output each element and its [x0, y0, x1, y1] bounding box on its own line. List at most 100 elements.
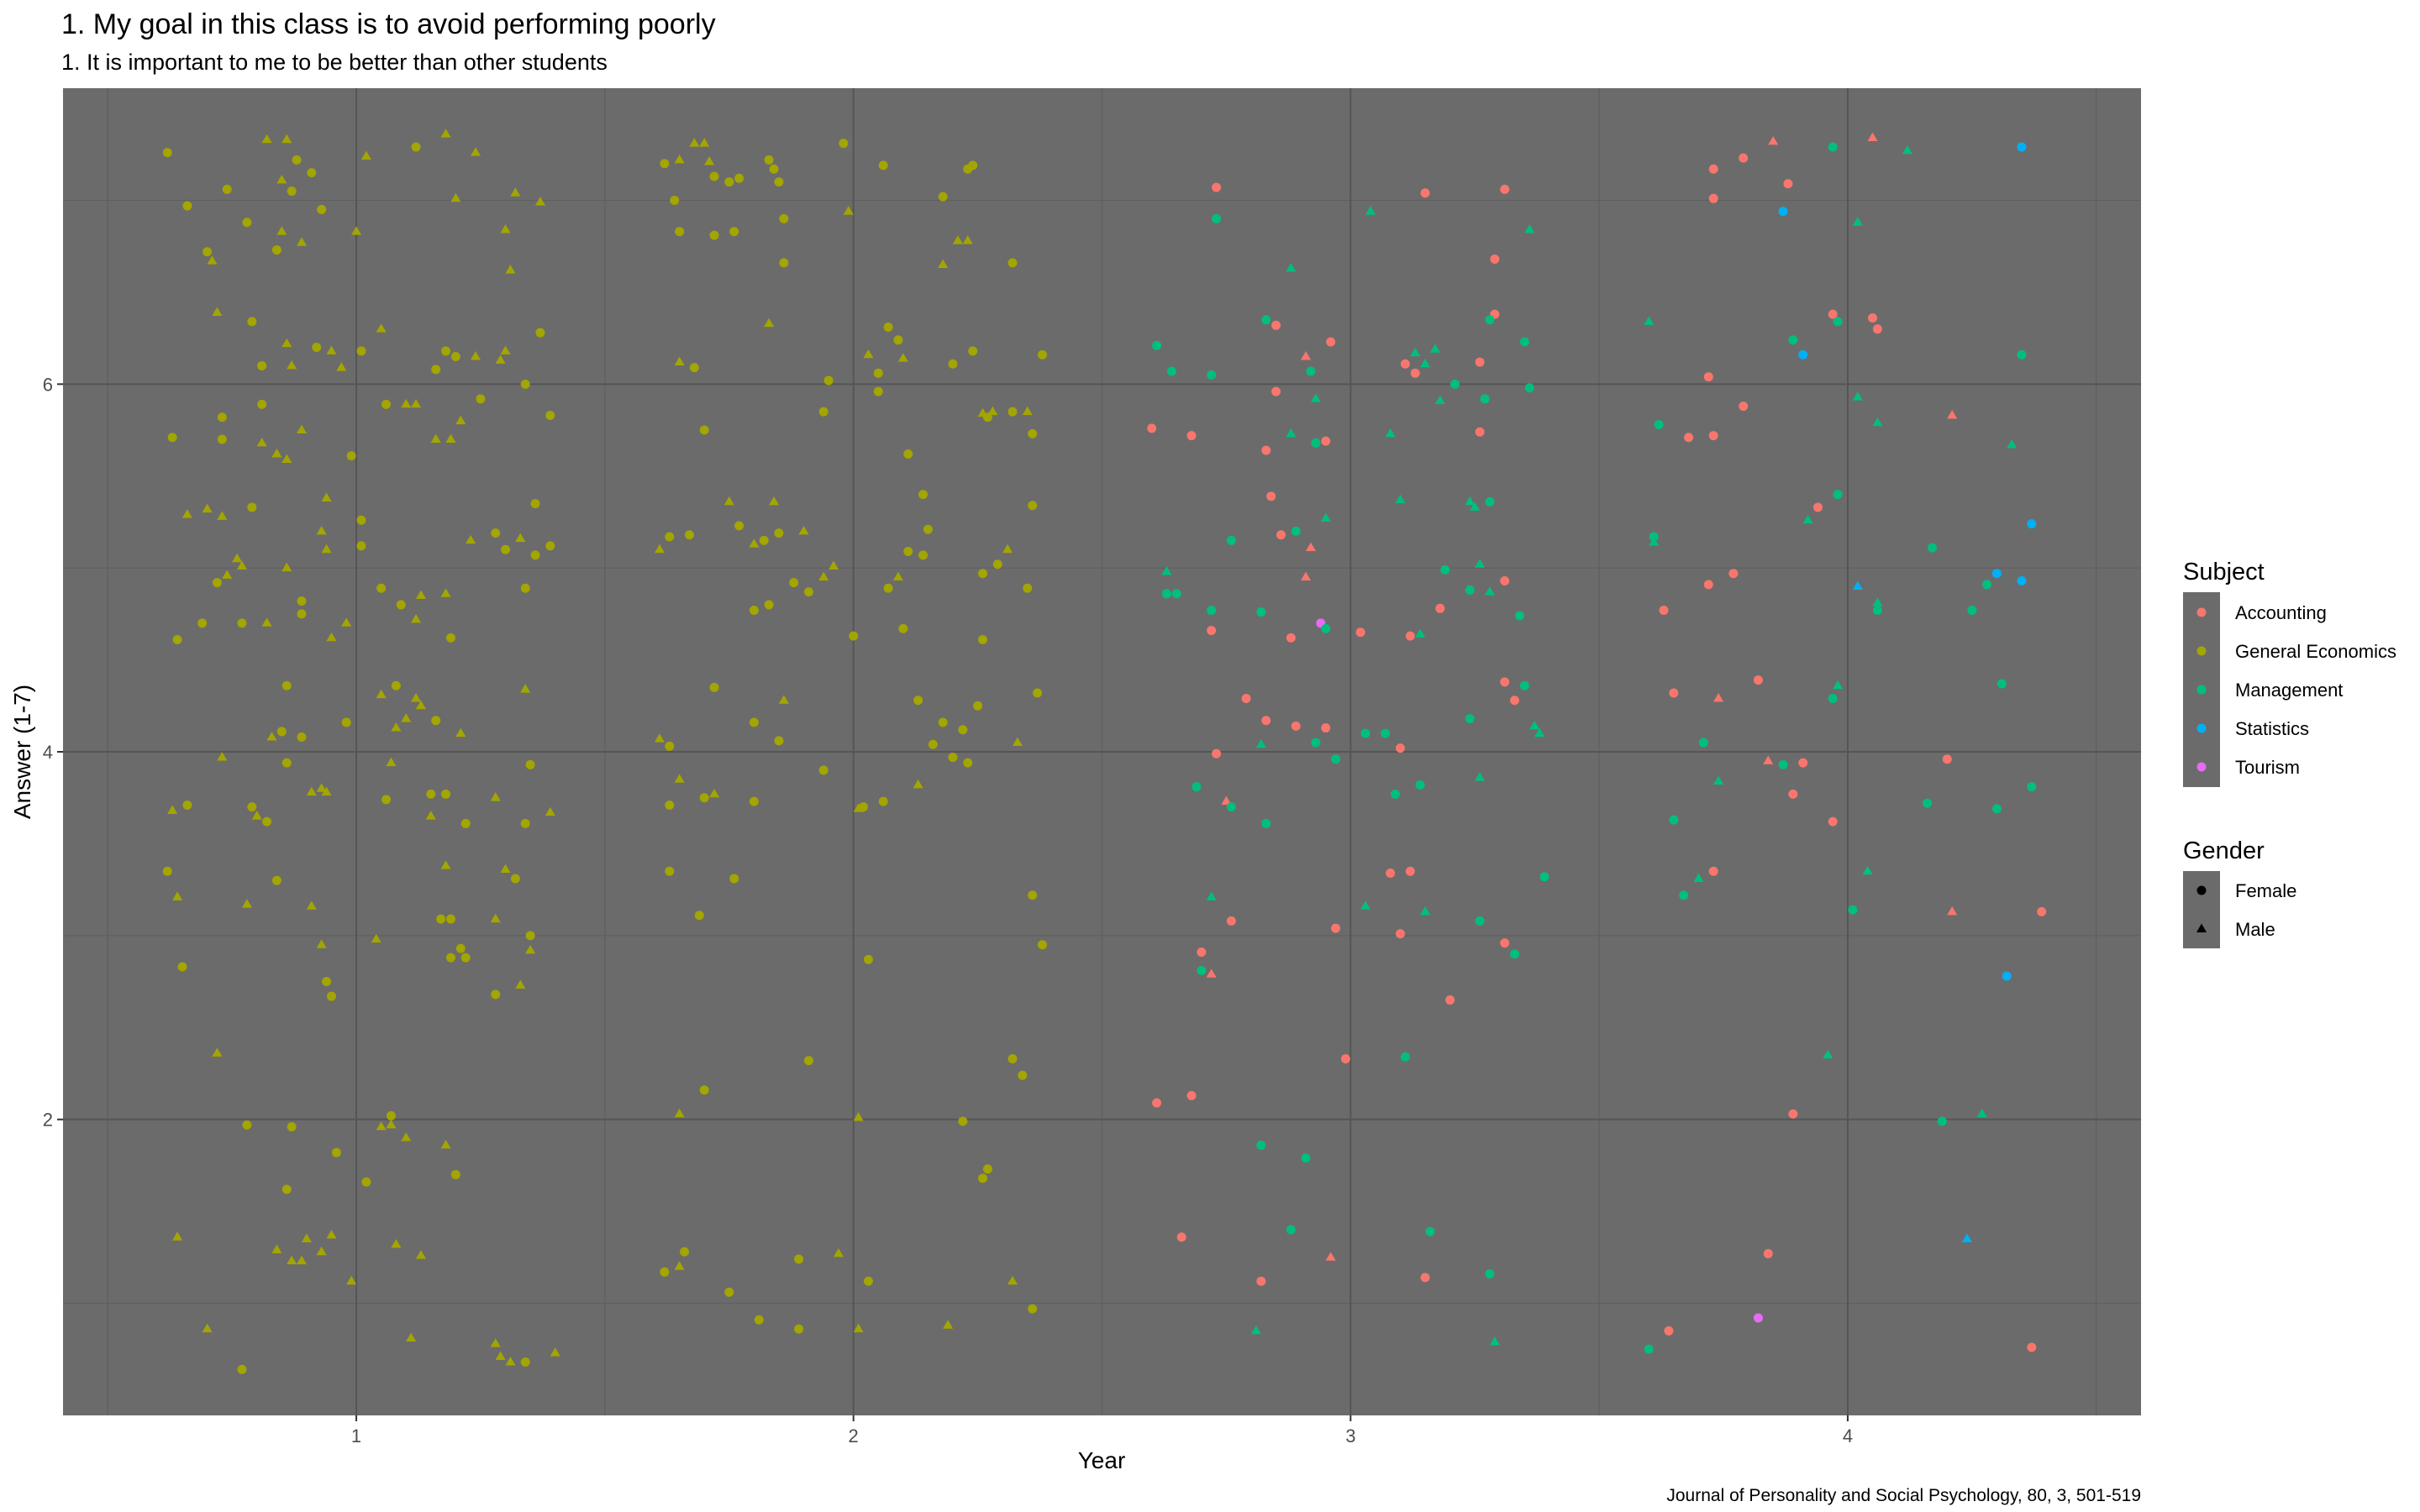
x-tick-label: 4	[1843, 1425, 1853, 1446]
data-point	[297, 732, 307, 742]
data-point	[292, 155, 302, 165]
data-point	[903, 449, 913, 459]
data-point	[654, 543, 666, 554]
data-point	[455, 943, 466, 953]
data-point	[1828, 309, 1838, 319]
data-point	[212, 578, 222, 588]
data-point	[1381, 728, 1391, 738]
data-point	[415, 1250, 427, 1259]
data-point	[803, 1056, 813, 1066]
data-point	[1485, 315, 1495, 325]
data-point	[440, 129, 451, 138]
data-point	[1500, 184, 1510, 194]
data-point	[1778, 207, 1788, 217]
data-point	[1420, 188, 1430, 198]
data-point	[460, 953, 471, 963]
data-point	[754, 1315, 764, 1325]
chart-caption: Journal of Personality and Social Psycho…	[1666, 1486, 2141, 1505]
data-point	[440, 860, 451, 869]
y-tick-label: 2	[43, 1110, 53, 1131]
data-point	[450, 352, 460, 362]
data-point	[1519, 337, 1529, 347]
data-point	[1207, 605, 1217, 615]
y-axis-title: Answer (1-7)	[9, 685, 35, 819]
data-point	[873, 368, 883, 378]
data-point	[525, 931, 535, 941]
x-axis-ticks: 1 2 3 4	[351, 1415, 1853, 1446]
data-point	[1286, 428, 1297, 438]
data-point	[476, 394, 486, 404]
data-point	[500, 345, 511, 354]
data-point	[500, 864, 511, 874]
data-point	[1305, 542, 1317, 552]
data-point	[1166, 366, 1176, 376]
data-point	[1698, 738, 1708, 748]
data-point	[2027, 1342, 2037, 1352]
data-point	[401, 713, 412, 722]
data-point	[1852, 217, 1863, 226]
data-point	[1261, 315, 1271, 325]
data-point	[1823, 1049, 1833, 1059]
data-point	[411, 613, 422, 623]
data-point	[322, 977, 332, 987]
data-point	[938, 192, 948, 202]
data-point	[675, 227, 685, 237]
data-point	[699, 138, 710, 147]
legend-subject-entries: Accounting General Economics Management Sta…	[2196, 602, 2396, 778]
data-point	[1321, 623, 1331, 633]
data-point	[520, 818, 530, 828]
data-point	[346, 451, 356, 461]
data-point	[1798, 758, 1808, 768]
data-point	[1391, 789, 1401, 799]
data-point	[411, 142, 421, 152]
data-point	[197, 618, 208, 628]
data-point	[1484, 586, 1496, 596]
data-point	[411, 398, 422, 408]
data-point	[1475, 916, 1485, 926]
data-point	[1331, 923, 1341, 933]
data-point	[501, 544, 511, 554]
data-point	[1833, 490, 1843, 500]
data-point	[203, 247, 213, 257]
data-point	[1982, 580, 1992, 590]
data-point	[978, 569, 988, 579]
data-point	[1420, 358, 1431, 368]
legend-title-gender: Gender	[2183, 837, 2265, 864]
legend-label-gender: Female	[2235, 880, 2296, 901]
data-point	[1429, 344, 1440, 353]
data-point	[1301, 571, 1312, 581]
data-point	[386, 1110, 396, 1121]
data-point	[1420, 1273, 1430, 1283]
data-point	[1147, 423, 1157, 433]
data-point	[1991, 804, 2002, 814]
data-point	[1450, 379, 1460, 389]
data-point	[1207, 626, 1217, 636]
data-point	[1872, 417, 1883, 427]
data-point	[535, 328, 545, 338]
data-point	[1250, 1325, 1261, 1335]
data-point	[1276, 530, 1286, 540]
legend-key-subject	[2196, 646, 2207, 656]
data-point	[1212, 182, 1222, 192]
legend-key-subject	[2196, 723, 2207, 733]
data-point	[1023, 583, 1033, 593]
data-point	[1310, 393, 1321, 402]
data-point	[849, 631, 859, 641]
data-point	[415, 700, 427, 710]
data-point	[774, 177, 784, 187]
legend-gender-entries: Female Male	[2196, 880, 2296, 940]
data-point	[913, 696, 923, 706]
data-point	[287, 1255, 297, 1265]
data-point	[938, 259, 949, 269]
data-point	[271, 1244, 282, 1254]
data-point	[1360, 728, 1370, 738]
data-point	[1923, 798, 1933, 808]
data-point	[1852, 391, 1863, 401]
data-point	[958, 725, 968, 735]
data-point	[674, 356, 685, 366]
data-point	[665, 741, 675, 751]
data-point	[1007, 1053, 1018, 1063]
data-point	[853, 1112, 864, 1121]
data-point	[1331, 754, 1341, 764]
data-point	[973, 701, 983, 711]
